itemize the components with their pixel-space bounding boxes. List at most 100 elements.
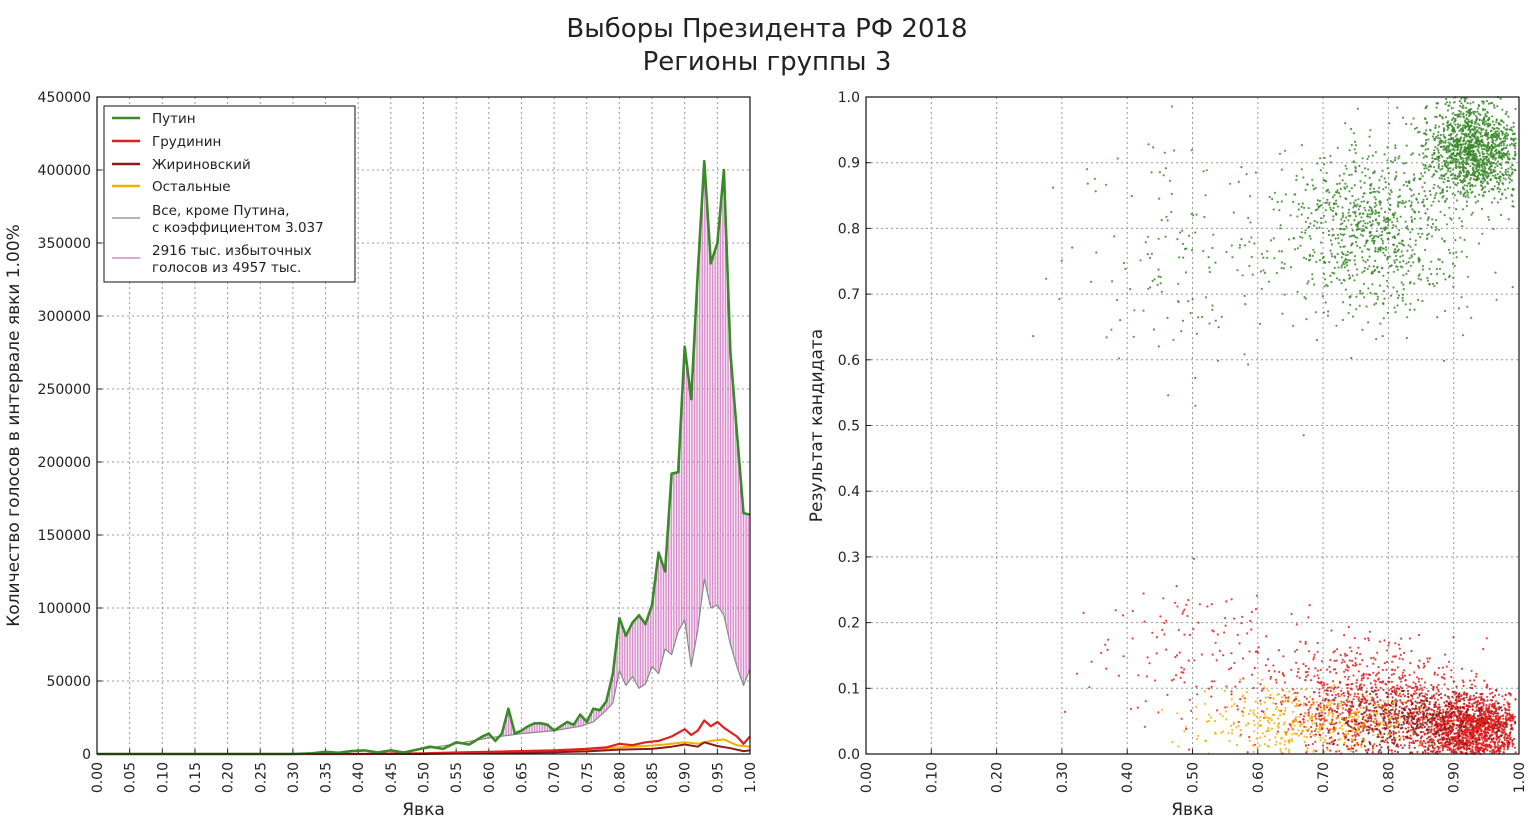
- scatter-point: [1477, 112, 1480, 115]
- scatter-point: [1466, 175, 1469, 178]
- scatter-point: [1422, 662, 1425, 665]
- scatter-point: [1463, 729, 1466, 732]
- scatter-point: [1489, 163, 1492, 166]
- scatter-point: [1272, 664, 1275, 667]
- scatter-point: [1482, 191, 1485, 194]
- scatter-point: [1461, 132, 1464, 136]
- scatter-point: [1308, 700, 1311, 704]
- scatter-point: [1514, 142, 1517, 145]
- scatter-point: [1314, 740, 1317, 743]
- right-x-tick-label: 0.50: [1186, 762, 1202, 793]
- scatter-point: [1490, 705, 1493, 708]
- scatter-point: [1465, 113, 1468, 116]
- scatter-point: [1348, 235, 1351, 238]
- scatter-point: [1410, 204, 1413, 207]
- scatter-point: [1463, 145, 1466, 148]
- scatter-point: [1443, 359, 1446, 362]
- scatter-point: [1396, 220, 1399, 223]
- left-y-tick-label: 450000: [38, 90, 91, 106]
- scatter-point: [1327, 233, 1331, 236]
- scatter-point: [1470, 316, 1473, 319]
- scatter-point: [1363, 200, 1366, 203]
- scatter-point: [1478, 118, 1481, 121]
- scatter-point: [1487, 153, 1490, 156]
- scatter-point: [1380, 207, 1383, 210]
- scatter-point: [1331, 255, 1334, 258]
- scatter-point: [1150, 171, 1153, 174]
- scatter-point: [1331, 271, 1334, 274]
- scatter-point: [1280, 267, 1283, 270]
- scatter-point: [1211, 304, 1214, 307]
- scatter-point: [1366, 239, 1369, 242]
- scatter-point: [1364, 719, 1367, 722]
- scatter-point: [1412, 692, 1415, 696]
- scatter-point: [1504, 693, 1507, 697]
- scatter-point: [1361, 250, 1364, 253]
- scatter-point: [1434, 126, 1437, 129]
- scatter-point: [1418, 273, 1421, 276]
- scatter-point: [1157, 345, 1160, 348]
- scatter-point: [1357, 734, 1360, 737]
- scatter-point: [1435, 106, 1438, 109]
- scatter-point: [1492, 169, 1495, 172]
- scatter-point: [1464, 166, 1467, 169]
- right-y-tick-label: 0.9: [838, 156, 860, 172]
- series-line-grudinin: [97, 719, 751, 756]
- scatter-point: [1437, 165, 1440, 168]
- scatter-point: [1432, 187, 1435, 190]
- scatter-point: [1474, 137, 1477, 140]
- scatter-point: [1431, 222, 1435, 226]
- left-y-tick-label: 50000: [46, 674, 91, 690]
- scatter-point: [1170, 210, 1173, 214]
- scatter-point: [1493, 745, 1496, 748]
- scatter-point: [1401, 674, 1404, 677]
- scatter-point: [1471, 172, 1474, 175]
- left-x-tick-label: 0.10: [155, 762, 171, 793]
- scatter-point: [1493, 106, 1496, 109]
- scatter-point: [1422, 156, 1425, 159]
- scatter-point: [1272, 237, 1275, 240]
- scatter-point: [1254, 171, 1257, 174]
- scatter-point: [1510, 138, 1513, 141]
- scatter-point: [1475, 726, 1478, 729]
- scatter-point: [1382, 290, 1385, 293]
- scatter-point: [1373, 205, 1376, 209]
- scatter-point: [1428, 267, 1431, 270]
- scatter-point: [1367, 287, 1370, 290]
- scatter-point: [1311, 273, 1314, 276]
- scatter-point: [1457, 748, 1460, 751]
- scatter-point: [1387, 183, 1390, 186]
- scatter-point: [1465, 200, 1468, 203]
- scatter-point: [1402, 651, 1406, 655]
- scatter-point: [1437, 163, 1440, 166]
- scatter-point: [1401, 243, 1404, 246]
- scatter-point: [1334, 191, 1338, 194]
- scatter-point: [1500, 148, 1503, 151]
- scatter-point: [1307, 280, 1310, 283]
- scatter-point: [1344, 654, 1347, 658]
- scatter-point: [1456, 144, 1459, 147]
- scatter-point: [1444, 103, 1447, 106]
- scatter-point: [1389, 189, 1392, 192]
- scatter-point: [1485, 686, 1488, 689]
- scatter-point: [1356, 732, 1359, 735]
- scatter-point: [1475, 118, 1478, 121]
- scatter-point: [1306, 216, 1310, 220]
- scatter-point: [1463, 691, 1466, 694]
- scatter-point: [1247, 363, 1250, 366]
- scatter-point: [1447, 138, 1450, 141]
- scatter-point: [1434, 194, 1437, 197]
- scatter-point: [1366, 157, 1369, 161]
- scatter-point: [1248, 736, 1251, 739]
- scatter-point: [1498, 726, 1501, 729]
- scatter-point: [1468, 152, 1471, 155]
- scatter-point: [1343, 694, 1346, 697]
- scatter-point: [1400, 242, 1403, 245]
- scatter-point: [1355, 228, 1358, 232]
- scatter-point: [1488, 124, 1491, 128]
- scatter-point: [1331, 234, 1334, 237]
- scatter-point: [1421, 299, 1424, 303]
- scatter-point: [1501, 172, 1504, 176]
- scatter-point: [1446, 695, 1449, 698]
- scatter-point: [1366, 215, 1369, 218]
